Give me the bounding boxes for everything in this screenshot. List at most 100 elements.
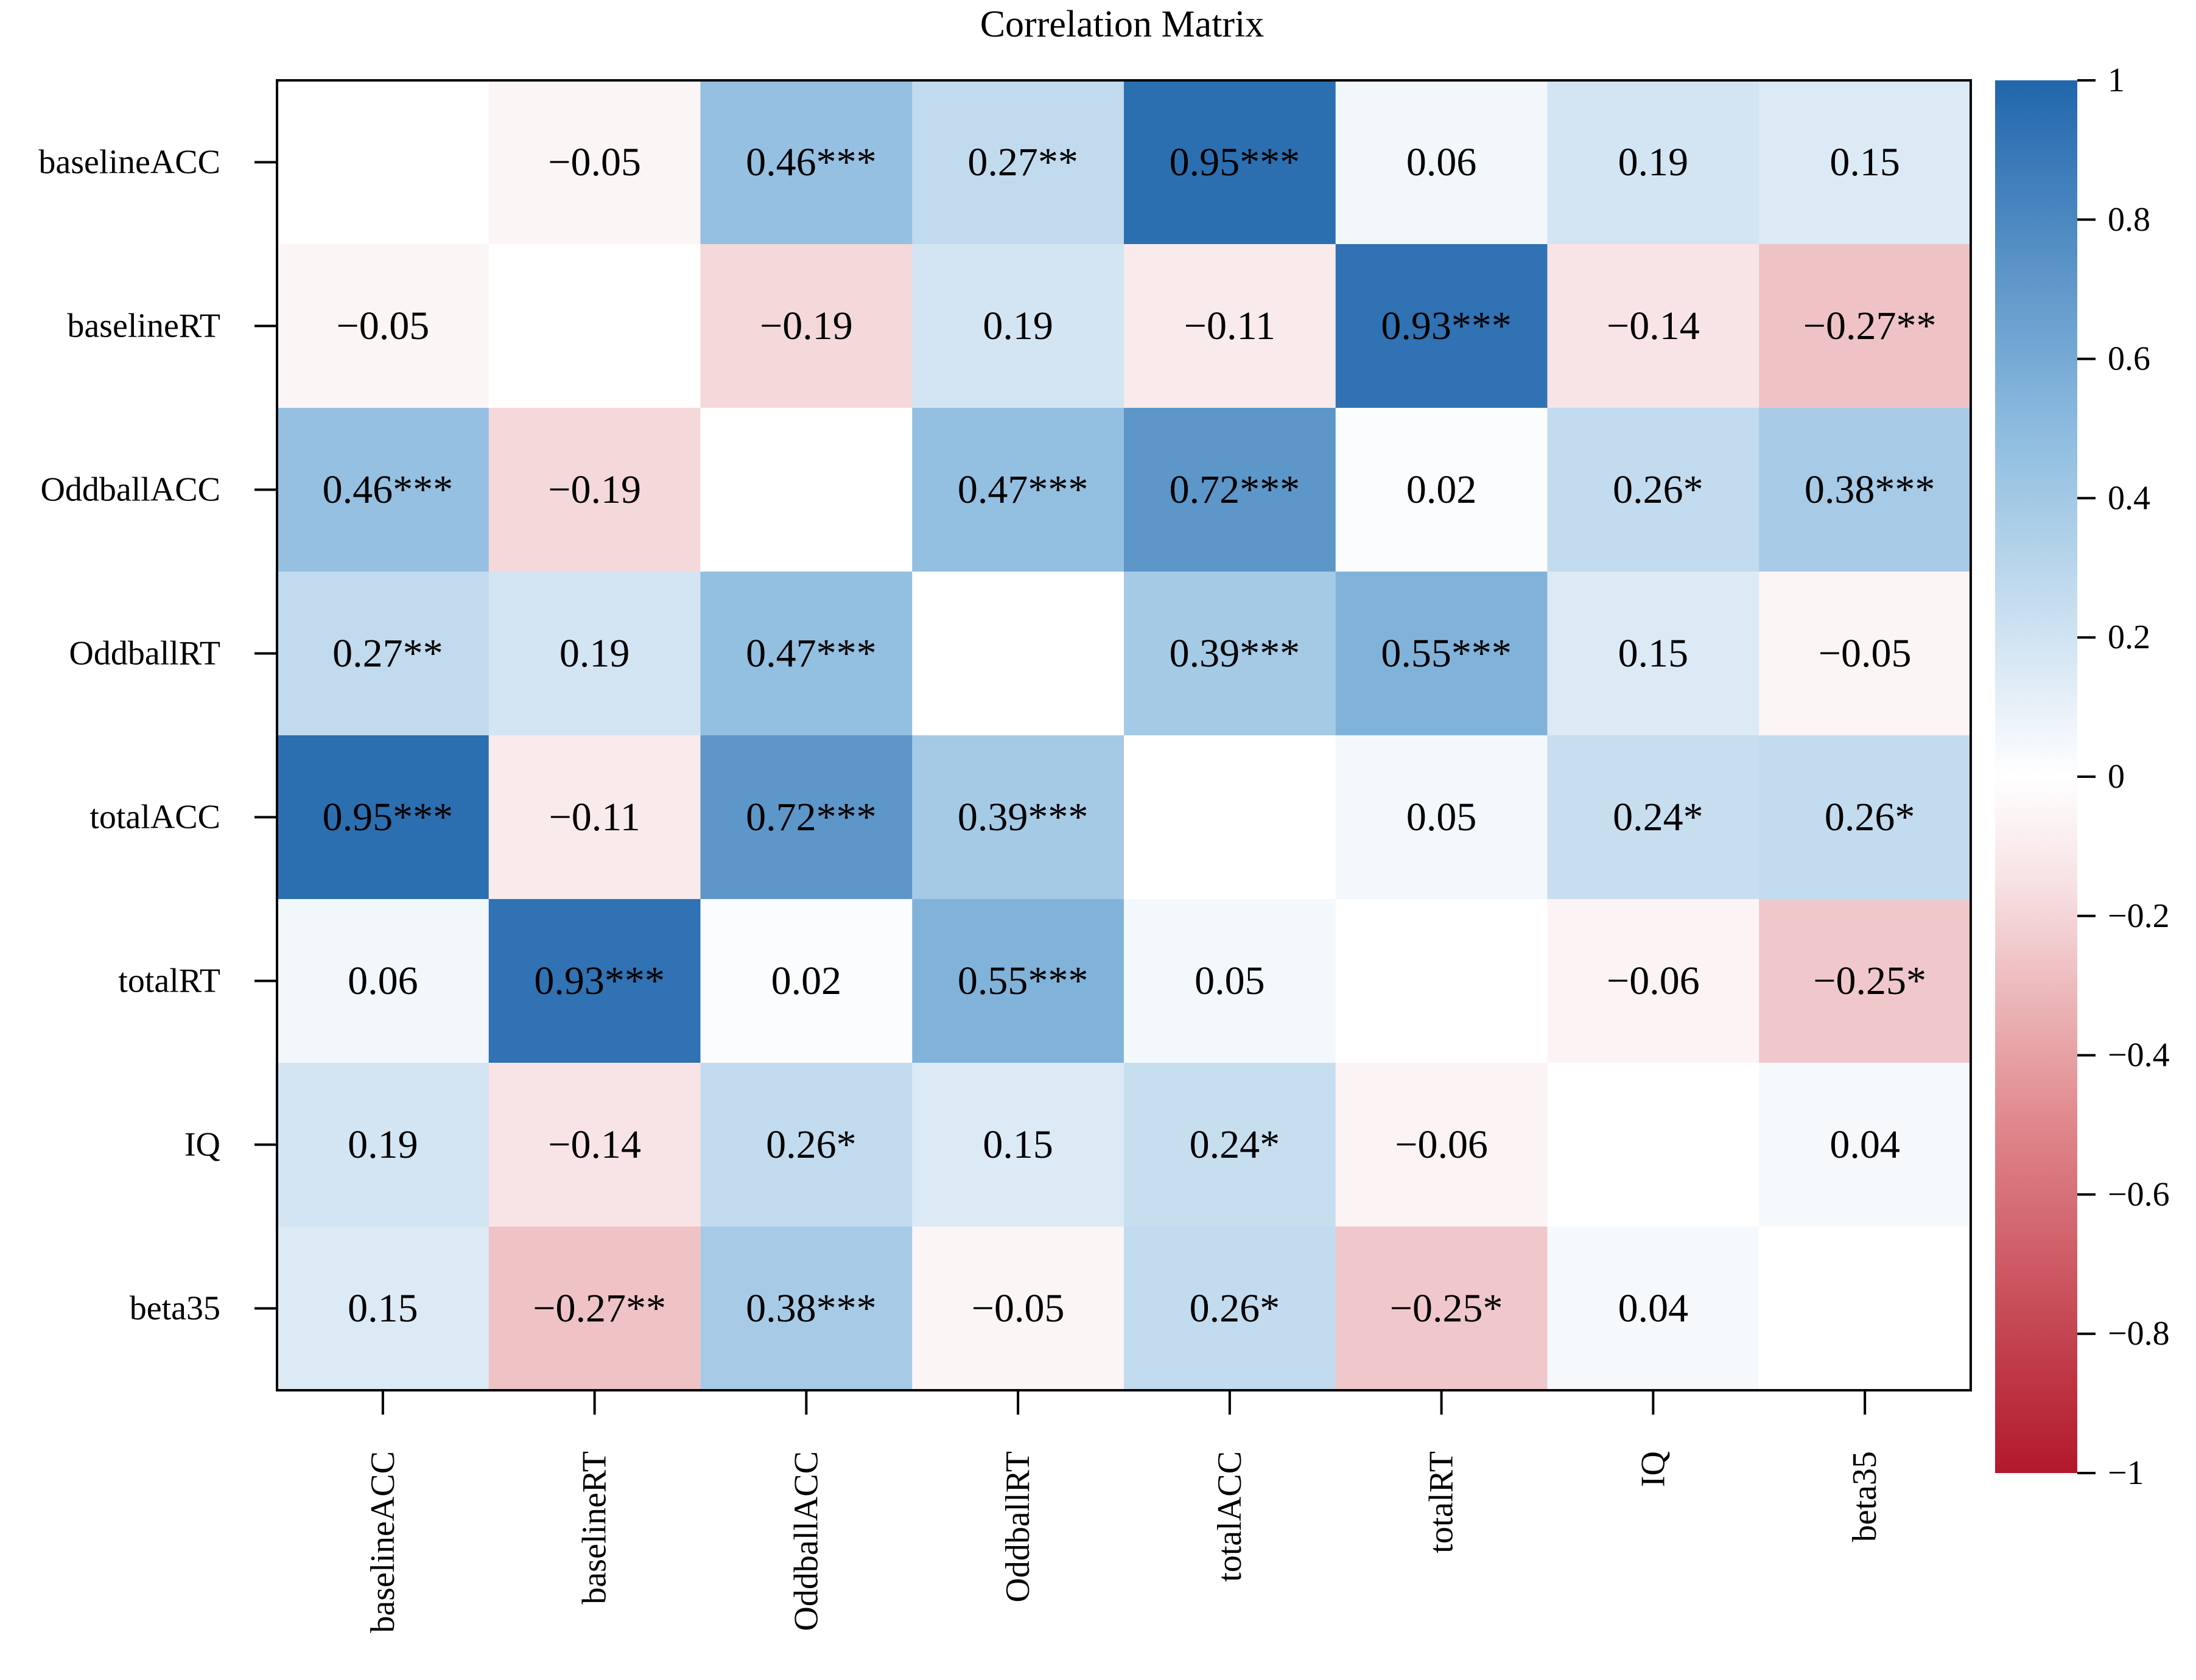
heatmap-cell <box>912 572 1124 736</box>
heatmap-cell <box>1335 244 1548 408</box>
heatmap-cell <box>912 244 1124 408</box>
cell-value-label: 0.04 <box>1618 1286 1689 1331</box>
legend-tick-label: −1 <box>2108 1454 2144 1492</box>
cell-value-label: 0.27** <box>967 140 1078 184</box>
plot-frame <box>276 79 1972 1391</box>
heatmap-cell <box>1547 80 1759 245</box>
heatmap-cell <box>1759 80 1971 245</box>
heatmap-cell <box>912 408 1124 572</box>
x-axis-tick-label: baselineACC <box>364 1451 402 1633</box>
heatmap-cell <box>700 899 913 1063</box>
cell-value-label: 0.02 <box>771 959 842 1003</box>
heatmap-cell <box>277 408 489 572</box>
cell-value-label: 0.47*** <box>746 631 877 676</box>
cell-value-label: 0.06 <box>1406 140 1477 184</box>
y-axis-tick-label: beta35 <box>130 1290 220 1328</box>
legend-tick-label: −0.2 <box>2108 897 2170 935</box>
cell-value-label: 0.46*** <box>323 467 454 512</box>
cell-value-label: −0.05 <box>1819 631 1912 676</box>
cell-value-label: 0.55*** <box>1381 631 1512 676</box>
cell-value-label: 0.26* <box>1825 795 1915 839</box>
heatmap-cell <box>1759 1063 1971 1227</box>
cell-value-label: 0.55*** <box>958 959 1089 1003</box>
cell-value-label: 0.39*** <box>958 795 1089 839</box>
heatmap-cell <box>912 899 1124 1063</box>
legend-tick-label: 0.8 <box>2108 201 2150 239</box>
heatmap-cell <box>1124 572 1336 736</box>
cell-value-label: 0.19 <box>1618 140 1689 184</box>
heatmap-cell <box>700 1063 913 1227</box>
y-axis-tick-label: OddballACC <box>40 471 220 509</box>
cell-value-label: 0.38*** <box>746 1286 877 1331</box>
heatmap-cell <box>1124 80 1336 245</box>
heatmap-cell <box>488 899 701 1063</box>
heatmap-cell <box>700 80 913 245</box>
heatmap-cell <box>1759 899 1971 1063</box>
heatmap-cell <box>488 80 701 245</box>
heatmap-cell <box>700 735 913 900</box>
heatmap-cell <box>700 572 913 736</box>
color-legend-ticks: 1 0.8 0.6 0.4 0.2 0 −0.2 −0.4 −0.6 −0.8 −1 <box>2077 61 2170 1492</box>
y-axis-tick-label: OddballRT <box>69 635 220 673</box>
heatmap-cell <box>277 735 489 900</box>
y-axis-tick-label: totalRT <box>118 962 220 1000</box>
legend-tick-label: −0.8 <box>2108 1315 2170 1353</box>
heatmap-cell <box>488 1063 701 1227</box>
heatmap-cell <box>1124 244 1336 408</box>
cell-value-label: 0.05 <box>1406 795 1477 839</box>
legend-tick-label: −0.4 <box>2108 1037 2170 1074</box>
heatmap-cell <box>1124 899 1336 1063</box>
y-axis-tick-label: IQ <box>184 1126 220 1164</box>
cell-value-label: 0.15 <box>1618 631 1689 676</box>
x-axis-tick-label: IQ <box>1634 1451 1672 1487</box>
heatmap-cell <box>1124 1227 1336 1391</box>
heatmap-cell <box>1335 1227 1548 1391</box>
x-axis-tick-label: totalACC <box>1211 1451 1249 1582</box>
cell-value-label: −0.06 <box>1395 1122 1488 1167</box>
cell-value-label: −0.05 <box>337 304 430 348</box>
heatmap-cells <box>277 80 1971 1391</box>
x-axis-tick-label: totalRT <box>1423 1451 1461 1553</box>
cell-value-label: 0.05 <box>1194 959 1265 1003</box>
cell-value-label: −0.19 <box>548 467 641 512</box>
heatmap-cell <box>700 244 913 408</box>
heatmap-cell <box>1547 408 1759 572</box>
y-axis-tick-label: totalACC <box>89 799 220 836</box>
cell-value-label: −0.27** <box>1803 304 1937 348</box>
heatmap-cell <box>277 899 489 1063</box>
x-axis: baselineACC baselineRT OddballACC OddballRT… <box>364 1390 1884 1633</box>
heatmap-cell <box>1124 735 1336 900</box>
y-axis-tick-label: baselineACC <box>38 144 220 181</box>
heatmap-cell <box>700 408 913 572</box>
legend-tick-label: 1 <box>2108 61 2125 99</box>
heatmap-cell <box>1547 1227 1759 1391</box>
cell-value-label: 0.93*** <box>534 959 665 1003</box>
cell-value-label: −0.14 <box>1607 304 1700 348</box>
heatmap-cell <box>700 1227 913 1391</box>
cell-value-label: −0.05 <box>548 140 641 184</box>
heatmap-cell <box>1547 899 1759 1063</box>
cell-value-label: −0.27** <box>533 1286 666 1331</box>
cell-value-label: 0.02 <box>1406 467 1477 512</box>
heatmap-cell <box>1547 1063 1759 1227</box>
cell-value-label: 0.04 <box>1829 1122 1900 1167</box>
heatmap-cell <box>488 408 701 572</box>
cell-value-label: 0.15 <box>348 1286 418 1331</box>
heatmap-cell <box>912 80 1124 245</box>
x-axis-tick-label: baselineRT <box>576 1451 614 1605</box>
heatmap-cell <box>1335 899 1548 1063</box>
x-axis-tick-label: beta35 <box>1846 1451 1884 1542</box>
heatmap-cell <box>277 80 489 245</box>
cell-value-label: 0.95*** <box>1170 140 1300 184</box>
heatmap-cell <box>488 244 701 408</box>
heatmap-cell <box>1547 735 1759 900</box>
cell-value-label: 0.26* <box>1613 467 1703 512</box>
cell-value-label: 0.24* <box>1613 795 1703 839</box>
heatmap-cell <box>1335 1063 1548 1227</box>
cell-value-label: 0.72*** <box>1170 467 1300 512</box>
cell-value-label: 0.39*** <box>1170 631 1300 676</box>
heatmap-cell <box>277 1063 489 1227</box>
cell-value-label: −0.11 <box>1184 304 1275 348</box>
cell-value-label: 0.19 <box>983 304 1053 348</box>
